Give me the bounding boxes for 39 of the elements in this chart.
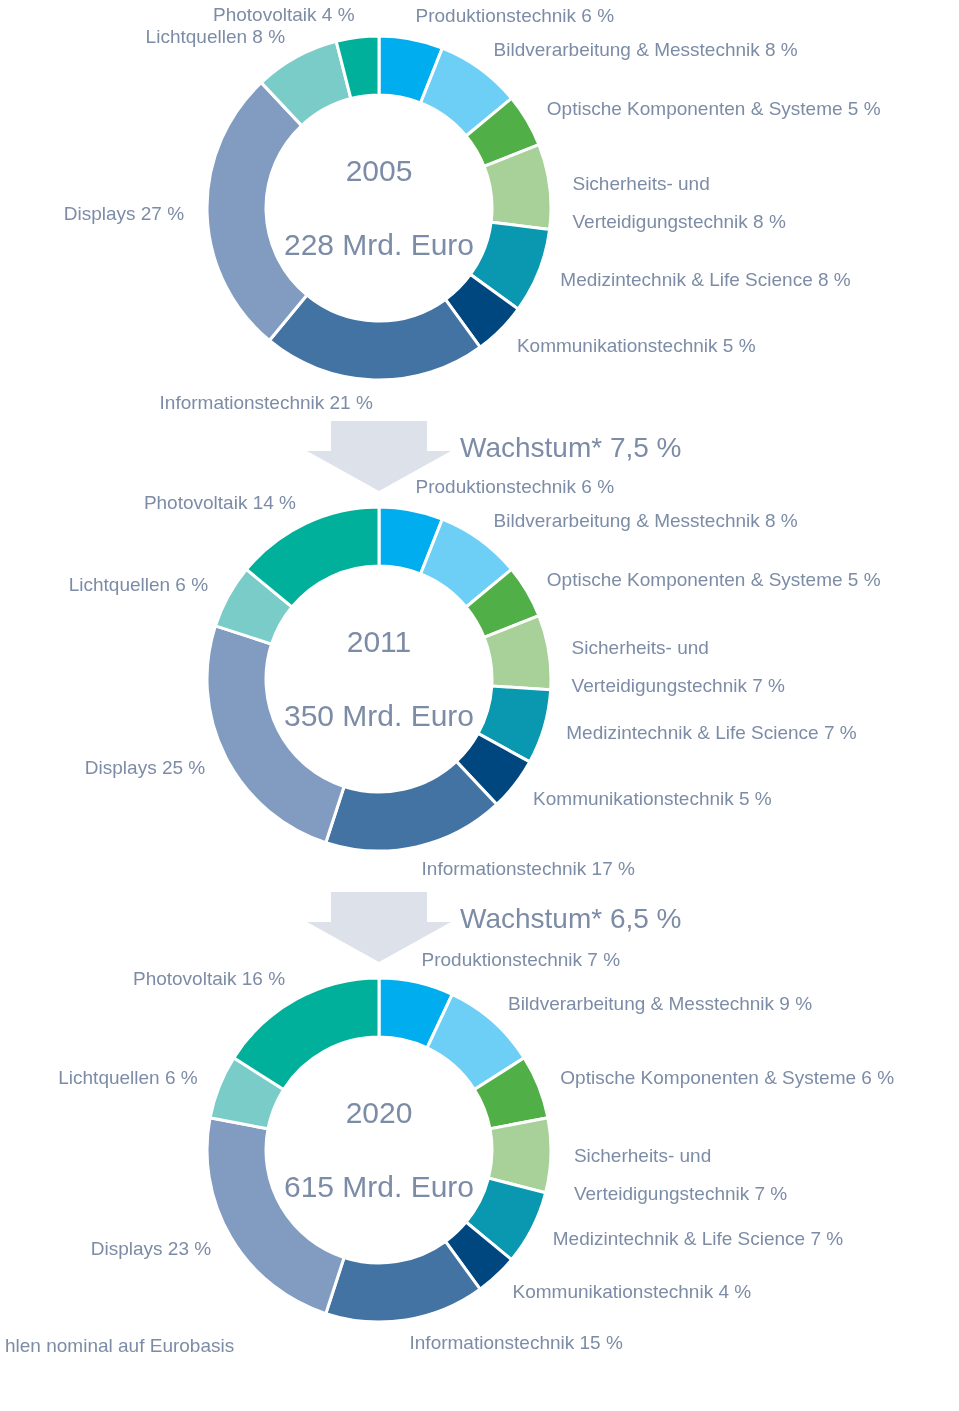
slice-label: Medizintechnik & Life Science 7 % xyxy=(566,722,857,744)
text: Wachstum* 6,5 % xyxy=(460,903,682,934)
text: 2020 xyxy=(345,1096,413,1129)
slice-label: Lichtquellen 6 % xyxy=(68,574,209,596)
slice-label: Medizintechnik & Life Science 7 % xyxy=(552,1227,844,1249)
slice-label: Lichtquellen 8 % xyxy=(145,26,286,48)
slice-label: Optische Komponenten & Systeme 5 % xyxy=(546,97,881,119)
slice-label: Kommunikationstechnik 5 % xyxy=(516,334,756,356)
slice-label: Produktionstechnik 6 % xyxy=(415,476,615,498)
slice-label: Photovoltaik 14 % xyxy=(143,491,297,513)
slice-label: Kommunikationstechnik 5 % xyxy=(533,787,772,809)
slice-label: Optische Komponenten & Systeme 6 % xyxy=(560,1067,895,1089)
slice-label: Displays 27 % xyxy=(63,203,185,225)
slice-label: Informationstechnik 21 % xyxy=(159,391,373,413)
slice-label: Kommunikationstechnik 4 % xyxy=(512,1281,752,1303)
text: 615 Mrd. Euro xyxy=(283,1170,475,1203)
slice-label: Optische Komponenten & Systeme 5 % xyxy=(546,568,881,590)
slice-label: Displays 23 % xyxy=(90,1238,212,1260)
slice-label: Bildverarbeitung & Messtechnik 8 % xyxy=(493,510,798,532)
slice-label: Photovoltaik 4 % xyxy=(213,3,355,25)
slice-label: Sicherheits- und Verteidigungstechnik 8 % xyxy=(572,172,786,232)
slice-label: Displays 25 % xyxy=(84,756,206,778)
slice-label: Medizintechnik & Life Science 8 % xyxy=(560,268,851,290)
slice-label: Sicherheits- und Verteidigungstechnik 7 % xyxy=(573,1145,788,1205)
slice-label: Bildverarbeitung & Messtechnik 9 % xyxy=(507,992,813,1014)
text: Wachstum* 7,5 % xyxy=(460,432,682,463)
slice-label: Produktionstechnik 7 % xyxy=(421,948,621,970)
slice-label: Bildverarbeitung & Messtechnik 8 % xyxy=(493,39,798,61)
text: hlen nominal auf Eurobasis xyxy=(5,1335,235,1356)
slice-label: Sicherheits- und Verteidigungstechnik 7 % xyxy=(571,637,786,697)
slice-label: Informationstechnik 17 % xyxy=(421,858,635,880)
text: 350 Mrd. Euro xyxy=(283,699,475,732)
slice-label: Photovoltaik 16 % xyxy=(132,968,286,990)
slice-label: Lichtquellen 6 % xyxy=(58,1067,198,1089)
slice-label: Informationstechnik 15 % xyxy=(409,1331,623,1353)
slice-label: Produktionstechnik 6 % xyxy=(415,5,615,27)
text: 2005 xyxy=(345,154,413,187)
text: 228 Mrd. Euro xyxy=(283,228,475,261)
text: 2011 xyxy=(346,625,412,658)
